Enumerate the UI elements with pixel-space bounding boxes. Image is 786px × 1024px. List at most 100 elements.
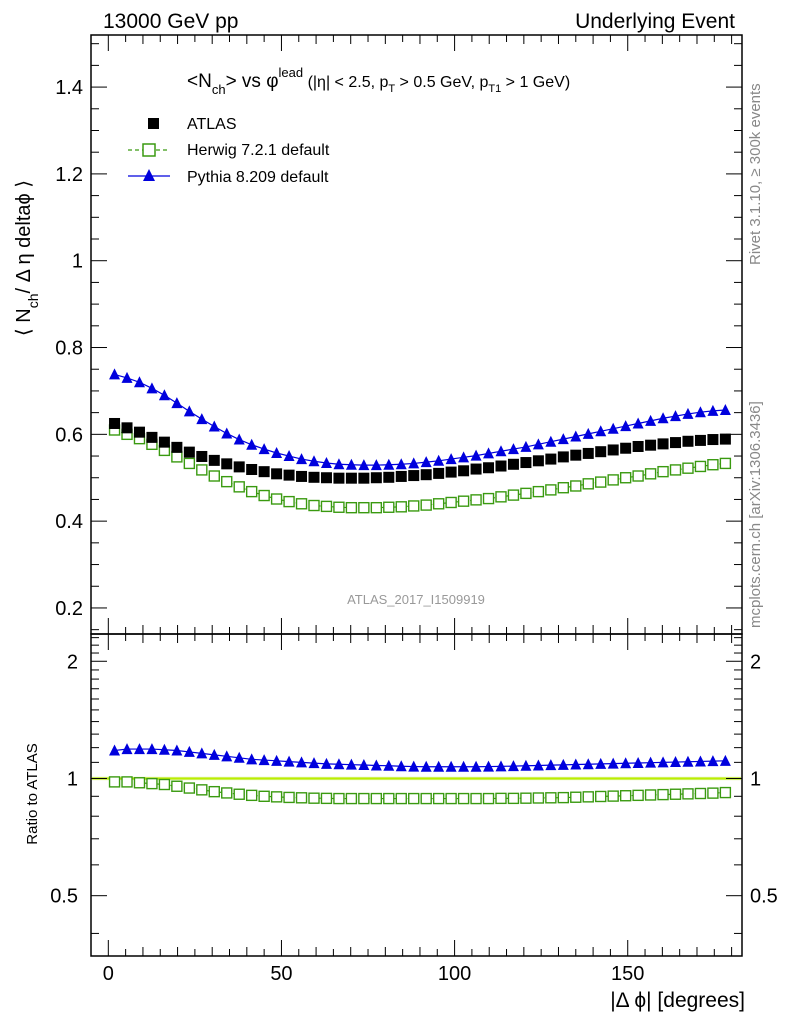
- herwig-main-point: [245, 485, 258, 498]
- atlas-main-point: [445, 466, 457, 478]
- atlas-main-point: [158, 436, 170, 448]
- pythia-ratio-point: [383, 759, 395, 771]
- y-tick-label-ratio: 2: [67, 651, 78, 673]
- atlas-main-point: [682, 435, 694, 447]
- pythia-ratio-point: [595, 757, 607, 769]
- pythia-main-point: [682, 407, 694, 419]
- pythia-ratio-point: [445, 760, 457, 772]
- herwig-ratio-point: [545, 792, 557, 804]
- pythia-main-point: [483, 447, 495, 459]
- pythia-ratio-point: [694, 755, 706, 767]
- atlas-main-point: [595, 446, 607, 458]
- herwig-main-point: [196, 464, 208, 476]
- pythia-ratio-point: [183, 745, 195, 757]
- herwig-main-point: [383, 501, 395, 513]
- pythia-main-point: [620, 420, 632, 432]
- atlas-main-point: [333, 472, 345, 484]
- pythia-ratio-point: [221, 750, 233, 762]
- atlas-main-point: [345, 472, 357, 484]
- atlas-main-point: [121, 422, 133, 434]
- herwig-ratio-point: [570, 791, 582, 803]
- pythia-main-point: [445, 453, 457, 465]
- herwig-ratio-point: [632, 789, 644, 802]
- atlas-main-point: [258, 466, 270, 478]
- y-tick-label-main: 0.4: [55, 511, 83, 533]
- herwig-ratio-point: [258, 790, 270, 802]
- herwig-main-point: [183, 457, 196, 470]
- header-left: 13000 GeV pp: [103, 10, 238, 33]
- y-axis-label-main: ⟨ Nch/ Δ η deltaϕ ⟩: [13, 180, 41, 336]
- atlas-main-point: [645, 439, 657, 451]
- pythia-ratio-point: [109, 744, 121, 756]
- herwig-main-point: [470, 494, 482, 506]
- herwig-ratio-point: [183, 782, 196, 794]
- pythia-ratio-point: [420, 760, 432, 772]
- atlas-main-point: [109, 417, 121, 429]
- atlas-main-point: [146, 431, 158, 443]
- herwig-ratio-point: [308, 792, 320, 804]
- pythia-main-point: [158, 389, 170, 401]
- pythia-ratio-point: [246, 753, 258, 765]
- herwig-main-point: [233, 481, 245, 493]
- herwig-ratio-point: [582, 791, 594, 803]
- herwig-ratio-point: [171, 780, 183, 792]
- herwig-ratio-point: [520, 792, 532, 804]
- herwig-ratio-point: [395, 792, 407, 805]
- atlas-main-point: [507, 458, 519, 470]
- pythia-main-point: [208, 420, 220, 432]
- legend-label-atlas: ATLAS: [187, 116, 237, 133]
- pythia-main-point: [133, 376, 145, 388]
- atlas-main-point: [458, 465, 470, 477]
- herwig-ratio-point: [445, 792, 457, 805]
- ratio-plot-frame: [90, 633, 743, 957]
- y-tick-label-ratio-right: 1: [750, 768, 761, 790]
- pythia-main-point: [408, 457, 420, 469]
- pythia-ratio-point: [657, 756, 669, 768]
- herwig-main-point: [669, 464, 682, 476]
- herwig-main-point: [495, 491, 507, 503]
- herwig-main-point: [632, 470, 644, 482]
- pythia-ratio-point: [483, 760, 495, 772]
- atlas-main-point: [670, 437, 682, 449]
- atlas-main-point: [358, 472, 370, 484]
- y-tick-label-ratio-right: 2: [750, 651, 761, 673]
- herwig-ratio-point: [669, 788, 682, 800]
- pythia-main-point: [233, 433, 245, 445]
- herwig-main-point: [258, 489, 270, 502]
- pythia-main-point: [645, 414, 657, 426]
- atlas-main-point: [283, 469, 295, 481]
- herwig-main-point: [619, 472, 632, 484]
- pythia-ratio-point: [620, 757, 632, 769]
- axes-group: 0 50 100 150 0.2 0.4 0.6 0.8 1 1.2 1.4 0.5 0.5 1 1 2 2: [50, 35, 778, 985]
- pythia-main-point: [183, 405, 195, 417]
- legend-marker-atlas: [148, 118, 159, 129]
- atlas-main-point: [545, 453, 557, 465]
- pythia-ratio-point: [507, 760, 519, 772]
- pythia-ratio-point: [196, 747, 208, 759]
- atlas-main-point: [271, 468, 283, 480]
- pythia-ratio-point: [370, 759, 382, 771]
- y-axis-label-ratio: Ratio to ATLAS: [24, 743, 41, 844]
- herwig-main-point: [532, 485, 545, 498]
- herwig-main-point: [333, 501, 345, 513]
- pythia-main-point: [320, 456, 332, 468]
- pythia-main-point: [420, 456, 432, 468]
- herwig-main-point: [457, 495, 470, 507]
- herwig-main-point: [295, 498, 308, 510]
- series-layer: [108, 368, 732, 805]
- pythia-main-point: [246, 438, 258, 450]
- pythia-main-point: [557, 433, 569, 445]
- pythia-ratio-point: [208, 748, 220, 760]
- pythia-main-point: [333, 458, 345, 470]
- herwig-main-point: [507, 489, 520, 501]
- herwig-main-point: [570, 480, 582, 492]
- rivet-label: Rivet 3.1.10, ≥ 300k events: [747, 83, 764, 265]
- atlas-main-point: [582, 447, 594, 459]
- header-right: Underlying Event: [575, 10, 735, 33]
- pythia-ratio-point: [470, 760, 482, 772]
- pythia-ratio-point: [557, 758, 569, 770]
- pythia-ratio-point: [121, 743, 133, 755]
- pythia-ratio-point: [645, 756, 657, 768]
- pythia-main-point: [570, 430, 582, 442]
- atlas-main-point: [171, 441, 183, 453]
